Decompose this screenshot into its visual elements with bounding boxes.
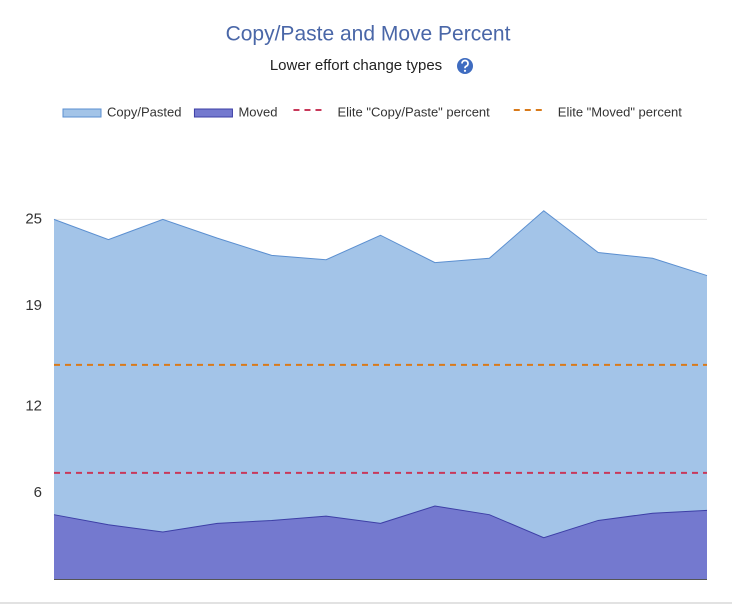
- area: [54, 506, 707, 580]
- legend-label: Elite "Moved" percent: [558, 104, 683, 119]
- legend-label: Elite "Copy/Paste" percent: [337, 104, 490, 119]
- chart-subtitle: Lower effort change types: [270, 57, 442, 74]
- legend-swatch: [62, 108, 102, 118]
- area-line: [53, 210, 708, 277]
- area-line: [53, 505, 708, 539]
- legend-label: Moved: [238, 104, 277, 119]
- y-tick-label: 6: [34, 484, 42, 501]
- help-icon[interactable]: [457, 58, 473, 74]
- legend-swatch: [193, 108, 233, 118]
- y-tick-label: 19: [25, 297, 42, 314]
- y-tick-label: 12: [25, 398, 42, 415]
- y-tick-label: 25: [25, 210, 42, 227]
- legend-label: Copy/Pasted: [107, 104, 181, 119]
- chart-title: Copy/Paste and Move Percent: [226, 23, 511, 46]
- area: [54, 210, 707, 580]
